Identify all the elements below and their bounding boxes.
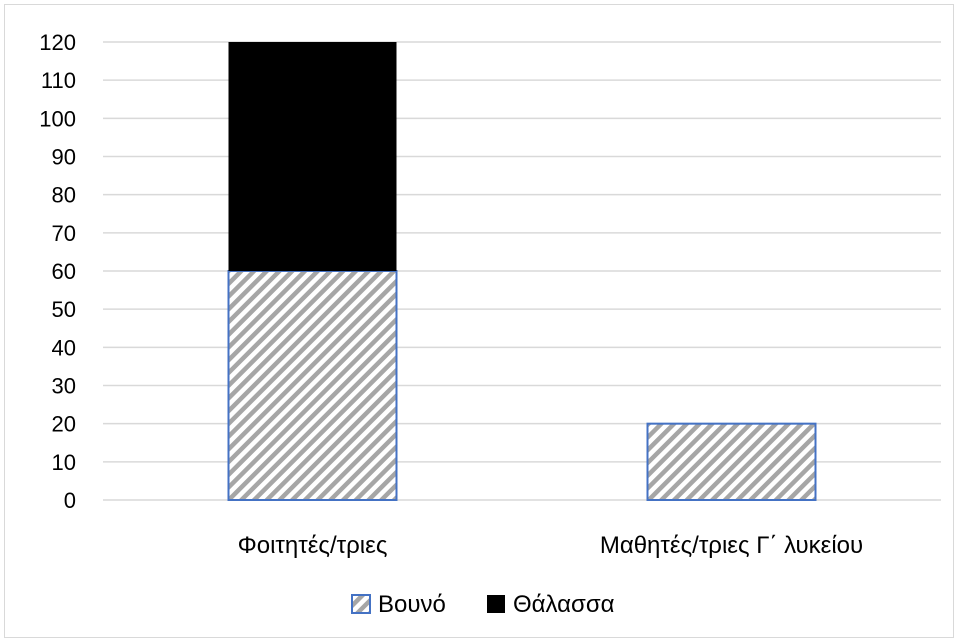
bar-mountain-0 xyxy=(227,270,398,501)
legend-swatch-sea xyxy=(487,595,505,613)
y-tick-label: 50 xyxy=(52,297,76,322)
y-tick-label: 80 xyxy=(52,183,76,208)
bar-mountain-1 xyxy=(646,422,817,501)
y-tick-label: 90 xyxy=(52,145,76,170)
y-tick-label: 120 xyxy=(39,30,76,55)
y-tick-label: 10 xyxy=(52,450,76,475)
y-tick-label: 30 xyxy=(52,374,76,399)
x-category-label: Φοιτητές/τριες xyxy=(238,532,388,559)
bars xyxy=(227,42,817,501)
y-tick-label: 40 xyxy=(52,335,76,360)
y-tick-label: 0 xyxy=(64,488,76,513)
bar-sea-0 xyxy=(228,42,397,271)
y-axis-tick-labels: 0 10 20 30 40 50 60 70 80 90 100 110 120 xyxy=(39,30,76,513)
y-tick-label: 70 xyxy=(52,221,76,246)
y-tick-label: 60 xyxy=(52,259,76,284)
legend-swatch-mountain xyxy=(351,594,371,614)
chart-frame xyxy=(4,4,954,638)
y-tick-label: 110 xyxy=(41,68,76,93)
x-axis-category-labels: Φοιτητές/τριες Μαθητές/τριες Γ΄ λυκείου xyxy=(238,532,864,559)
y-tick-label: 100 xyxy=(39,106,76,131)
y-tick-label: 20 xyxy=(52,412,76,437)
x-category-label: Μαθητές/τριες Γ΄ λυκείου xyxy=(600,532,863,559)
legend: Βουνό Θάλασσα xyxy=(351,591,615,618)
legend-label-mountain: Βουνό xyxy=(378,591,446,618)
legend-label-sea: Θάλασσα xyxy=(513,591,615,618)
